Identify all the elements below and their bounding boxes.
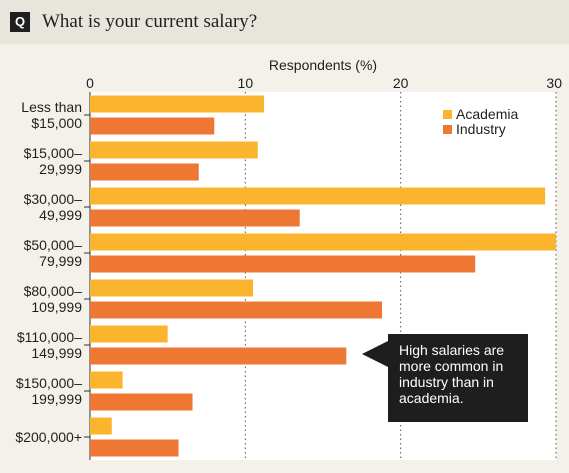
bar-academia <box>90 417 112 435</box>
callout-box <box>388 334 528 422</box>
callout-text: more common in <box>399 358 503 374</box>
question-badge: Q <box>10 12 30 32</box>
callout-pointer <box>362 341 388 367</box>
bar-academia <box>90 187 546 205</box>
category-label: $150,000– <box>16 375 82 391</box>
category-label: $200,000+ <box>15 429 82 445</box>
bar-academia <box>90 233 556 251</box>
category-label: 109,999 <box>31 299 82 315</box>
x-axis-title: Respondents (%) <box>269 57 377 73</box>
bar-academia <box>90 325 168 343</box>
category-label: Less than <box>21 99 82 115</box>
bar-academia <box>90 371 123 389</box>
x-tick-label: 10 <box>238 75 254 91</box>
legend-swatch-industry <box>443 125 452 134</box>
x-tick-label: 0 <box>86 75 94 91</box>
legend-label-industry: Industry <box>456 121 506 137</box>
category-label: 199,999 <box>31 391 82 407</box>
bar-industry <box>90 301 383 319</box>
legend-swatch-academia <box>443 110 452 119</box>
category-label: 149,999 <box>31 345 82 361</box>
bar-industry <box>90 163 199 181</box>
category-label: $15,000 <box>31 115 82 131</box>
question-header: Q What is your current salary? <box>0 0 569 44</box>
category-label: $50,000– <box>24 237 83 253</box>
category-label: 79,999 <box>39 253 82 269</box>
callout-text: industry than in <box>399 374 494 390</box>
question-text: What is your current salary? <box>42 11 258 32</box>
x-tick-label: 30 <box>546 75 562 91</box>
category-label: $15,000– <box>24 145 83 161</box>
bar-industry <box>90 255 476 273</box>
category-label: 29,999 <box>39 161 82 177</box>
bar-industry <box>90 347 347 365</box>
x-tick-label: 20 <box>393 75 409 91</box>
category-label: $80,000– <box>24 283 83 299</box>
callout-text: academia. <box>399 390 464 406</box>
bar-academia <box>90 141 258 159</box>
bar-academia <box>90 279 254 297</box>
legend-label-academia: Academia <box>456 106 518 122</box>
category-label: $110,000– <box>17 329 82 345</box>
bar-industry <box>90 393 193 411</box>
bar-industry <box>90 209 300 227</box>
category-label: 49,999 <box>39 207 82 223</box>
bar-industry <box>90 117 215 135</box>
bar-industry <box>90 439 179 457</box>
bar-academia <box>90 95 264 113</box>
category-label: $30,000– <box>24 191 83 207</box>
callout-text: High salaries are <box>399 342 504 358</box>
